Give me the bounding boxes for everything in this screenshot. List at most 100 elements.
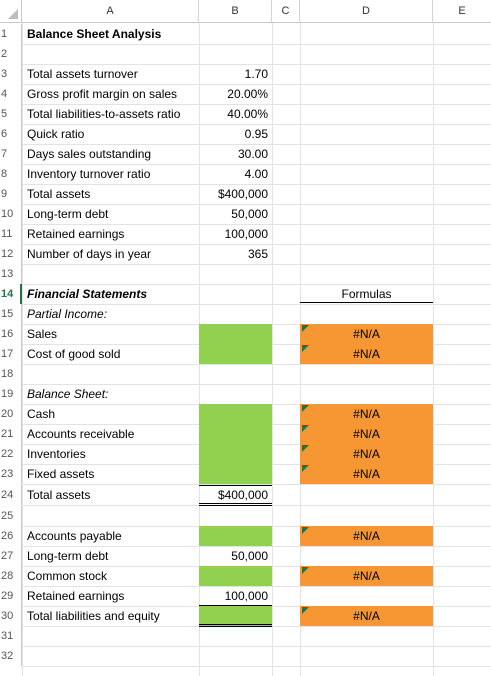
row-header[interactable]: 6 (0, 124, 22, 144)
row-header[interactable]: 10 (0, 204, 22, 224)
row-header[interactable]: 15 (0, 304, 22, 324)
asset-label[interactable]: Fixed assets (27, 467, 95, 481)
financial-statements-heading[interactable]: Financial Statements (27, 287, 148, 301)
error-flag-icon[interactable] (302, 567, 309, 574)
error-flag-icon[interactable] (302, 445, 309, 452)
formula-result[interactable]: #N/A (353, 529, 380, 543)
liability-label[interactable]: Retained earnings (27, 589, 125, 603)
col-header-e[interactable]: E (433, 0, 491, 23)
row-header[interactable]: 23 (0, 464, 22, 484)
error-flag-icon[interactable] (302, 607, 309, 614)
row-header[interactable]: 1 (0, 24, 22, 44)
row-header[interactable]: 19 (0, 384, 22, 404)
row-header[interactable]: 20 (0, 404, 22, 424)
income-label[interactable]: Sales (27, 327, 58, 341)
formula-cell-common-stock[interactable] (300, 566, 433, 586)
row-header[interactable]: 16 (0, 324, 22, 344)
row-header[interactable]: 22 (0, 444, 22, 464)
partial-income-heading[interactable]: Partial Income: (27, 307, 108, 321)
formula-result[interactable]: #N/A (353, 347, 380, 361)
liability-label[interactable]: Long-term debt (27, 549, 109, 563)
row-header[interactable]: 18 (0, 364, 22, 384)
formula-cell-total-liabilities[interactable] (300, 606, 433, 626)
input-cell-common-stock[interactable] (199, 566, 272, 586)
input-value[interactable]: 4.00 (244, 167, 268, 181)
liability-label[interactable]: Total liabilities and equity (27, 609, 160, 623)
error-flag-icon[interactable] (302, 527, 309, 534)
input-value[interactable]: 0.95 (244, 127, 268, 141)
input-label[interactable]: Quick ratio (27, 127, 85, 141)
row-header[interactable]: 31 (0, 626, 22, 646)
input-cell-total-liabilities[interactable] (199, 606, 272, 626)
row-header[interactable]: 32 (0, 646, 22, 666)
asset-label[interactable]: Cash (27, 407, 56, 421)
error-flag-icon[interactable] (302, 325, 309, 332)
input-label[interactable]: Total liabilities-to-assets ratio (27, 107, 181, 121)
row-header[interactable]: 9 (0, 184, 22, 204)
formula-cell-accounts-payable[interactable] (300, 526, 433, 546)
asset-label[interactable]: Inventories (27, 447, 86, 461)
formula-cells-assets[interactable] (300, 404, 433, 484)
error-flag-icon[interactable] (302, 405, 309, 412)
formula-result[interactable]: #N/A (353, 327, 380, 341)
sheet-title[interactable]: Balance Sheet Analysis (27, 27, 162, 41)
row-header[interactable]: 2 (0, 44, 22, 64)
balance-sheet-heading[interactable]: Balance Sheet: (27, 387, 109, 401)
formula-result[interactable]: #N/A (353, 407, 380, 421)
input-label[interactable]: Retained earnings (27, 227, 125, 241)
liability-label[interactable]: Accounts payable (27, 529, 122, 543)
row-header[interactable]: 8 (0, 164, 22, 184)
col-header-b[interactable]: B (199, 0, 272, 23)
input-value[interactable]: 20.00% (227, 87, 268, 101)
col-header-d[interactable]: D (300, 0, 433, 23)
input-value[interactable]: 50,000 (231, 207, 268, 221)
row-header[interactable]: 28 (0, 566, 22, 586)
liability-value[interactable]: 50,000 (231, 549, 268, 563)
row-header[interactable]: 5 (0, 104, 22, 124)
formula-result[interactable]: #N/A (353, 569, 380, 583)
input-cell-accounts-payable[interactable] (199, 526, 272, 546)
input-label[interactable]: Number of days in year (27, 247, 152, 261)
input-label[interactable]: Gross profit margin on sales (27, 87, 178, 101)
row-header[interactable]: 24 (0, 485, 22, 505)
row-header[interactable]: 11 (0, 224, 22, 244)
select-all-corner[interactable] (0, 0, 22, 23)
row-header[interactable]: 3 (0, 64, 22, 84)
row-header[interactable]: 21 (0, 424, 22, 444)
row-header[interactable]: 25 (0, 506, 22, 526)
total-assets-value[interactable]: $400,000 (217, 488, 268, 502)
input-value[interactable]: $400,000 (217, 187, 268, 201)
input-value[interactable]: 1.70 (244, 67, 268, 81)
input-label[interactable]: Long-term debt (27, 207, 109, 221)
input-cells-income[interactable] (199, 324, 272, 364)
input-label[interactable]: Total assets turnover (27, 67, 138, 81)
row-header[interactable]: 13 (0, 264, 22, 284)
col-header-a[interactable]: A (22, 0, 199, 23)
input-label[interactable]: Total assets (27, 187, 91, 201)
formula-result[interactable]: #N/A (353, 427, 380, 441)
row-header[interactable]: 30 (0, 606, 22, 626)
formula-cells-income[interactable] (300, 324, 433, 364)
formulas-heading[interactable]: Formulas (341, 287, 392, 301)
row-header[interactable]: 17 (0, 344, 22, 364)
row-header[interactable]: 4 (0, 84, 22, 104)
input-value[interactable]: 365 (247, 247, 268, 261)
row-header[interactable]: 26 (0, 526, 22, 546)
formula-result[interactable]: #N/A (353, 609, 380, 623)
row-header[interactable]: 27 (0, 546, 22, 566)
error-flag-icon[interactable] (302, 425, 309, 432)
liability-label[interactable]: Common stock (27, 569, 108, 583)
input-label[interactable]: Inventory turnover ratio (27, 167, 151, 181)
row-header-active[interactable]: 14 (0, 284, 22, 304)
row-header[interactable]: 29 (0, 586, 22, 606)
row-header[interactable]: 12 (0, 244, 22, 264)
formula-result[interactable]: #N/A (353, 447, 380, 461)
row-header[interactable]: 7 (0, 144, 22, 164)
error-flag-icon[interactable] (302, 465, 309, 472)
col-header-c[interactable]: C (272, 0, 300, 23)
input-value[interactable]: 40.00% (227, 107, 268, 121)
input-cells-assets[interactable] (199, 404, 272, 484)
input-value[interactable]: 30.00 (237, 147, 268, 161)
input-label[interactable]: Days sales outstanding (27, 147, 152, 161)
total-assets-label[interactable]: Total assets (27, 488, 91, 502)
